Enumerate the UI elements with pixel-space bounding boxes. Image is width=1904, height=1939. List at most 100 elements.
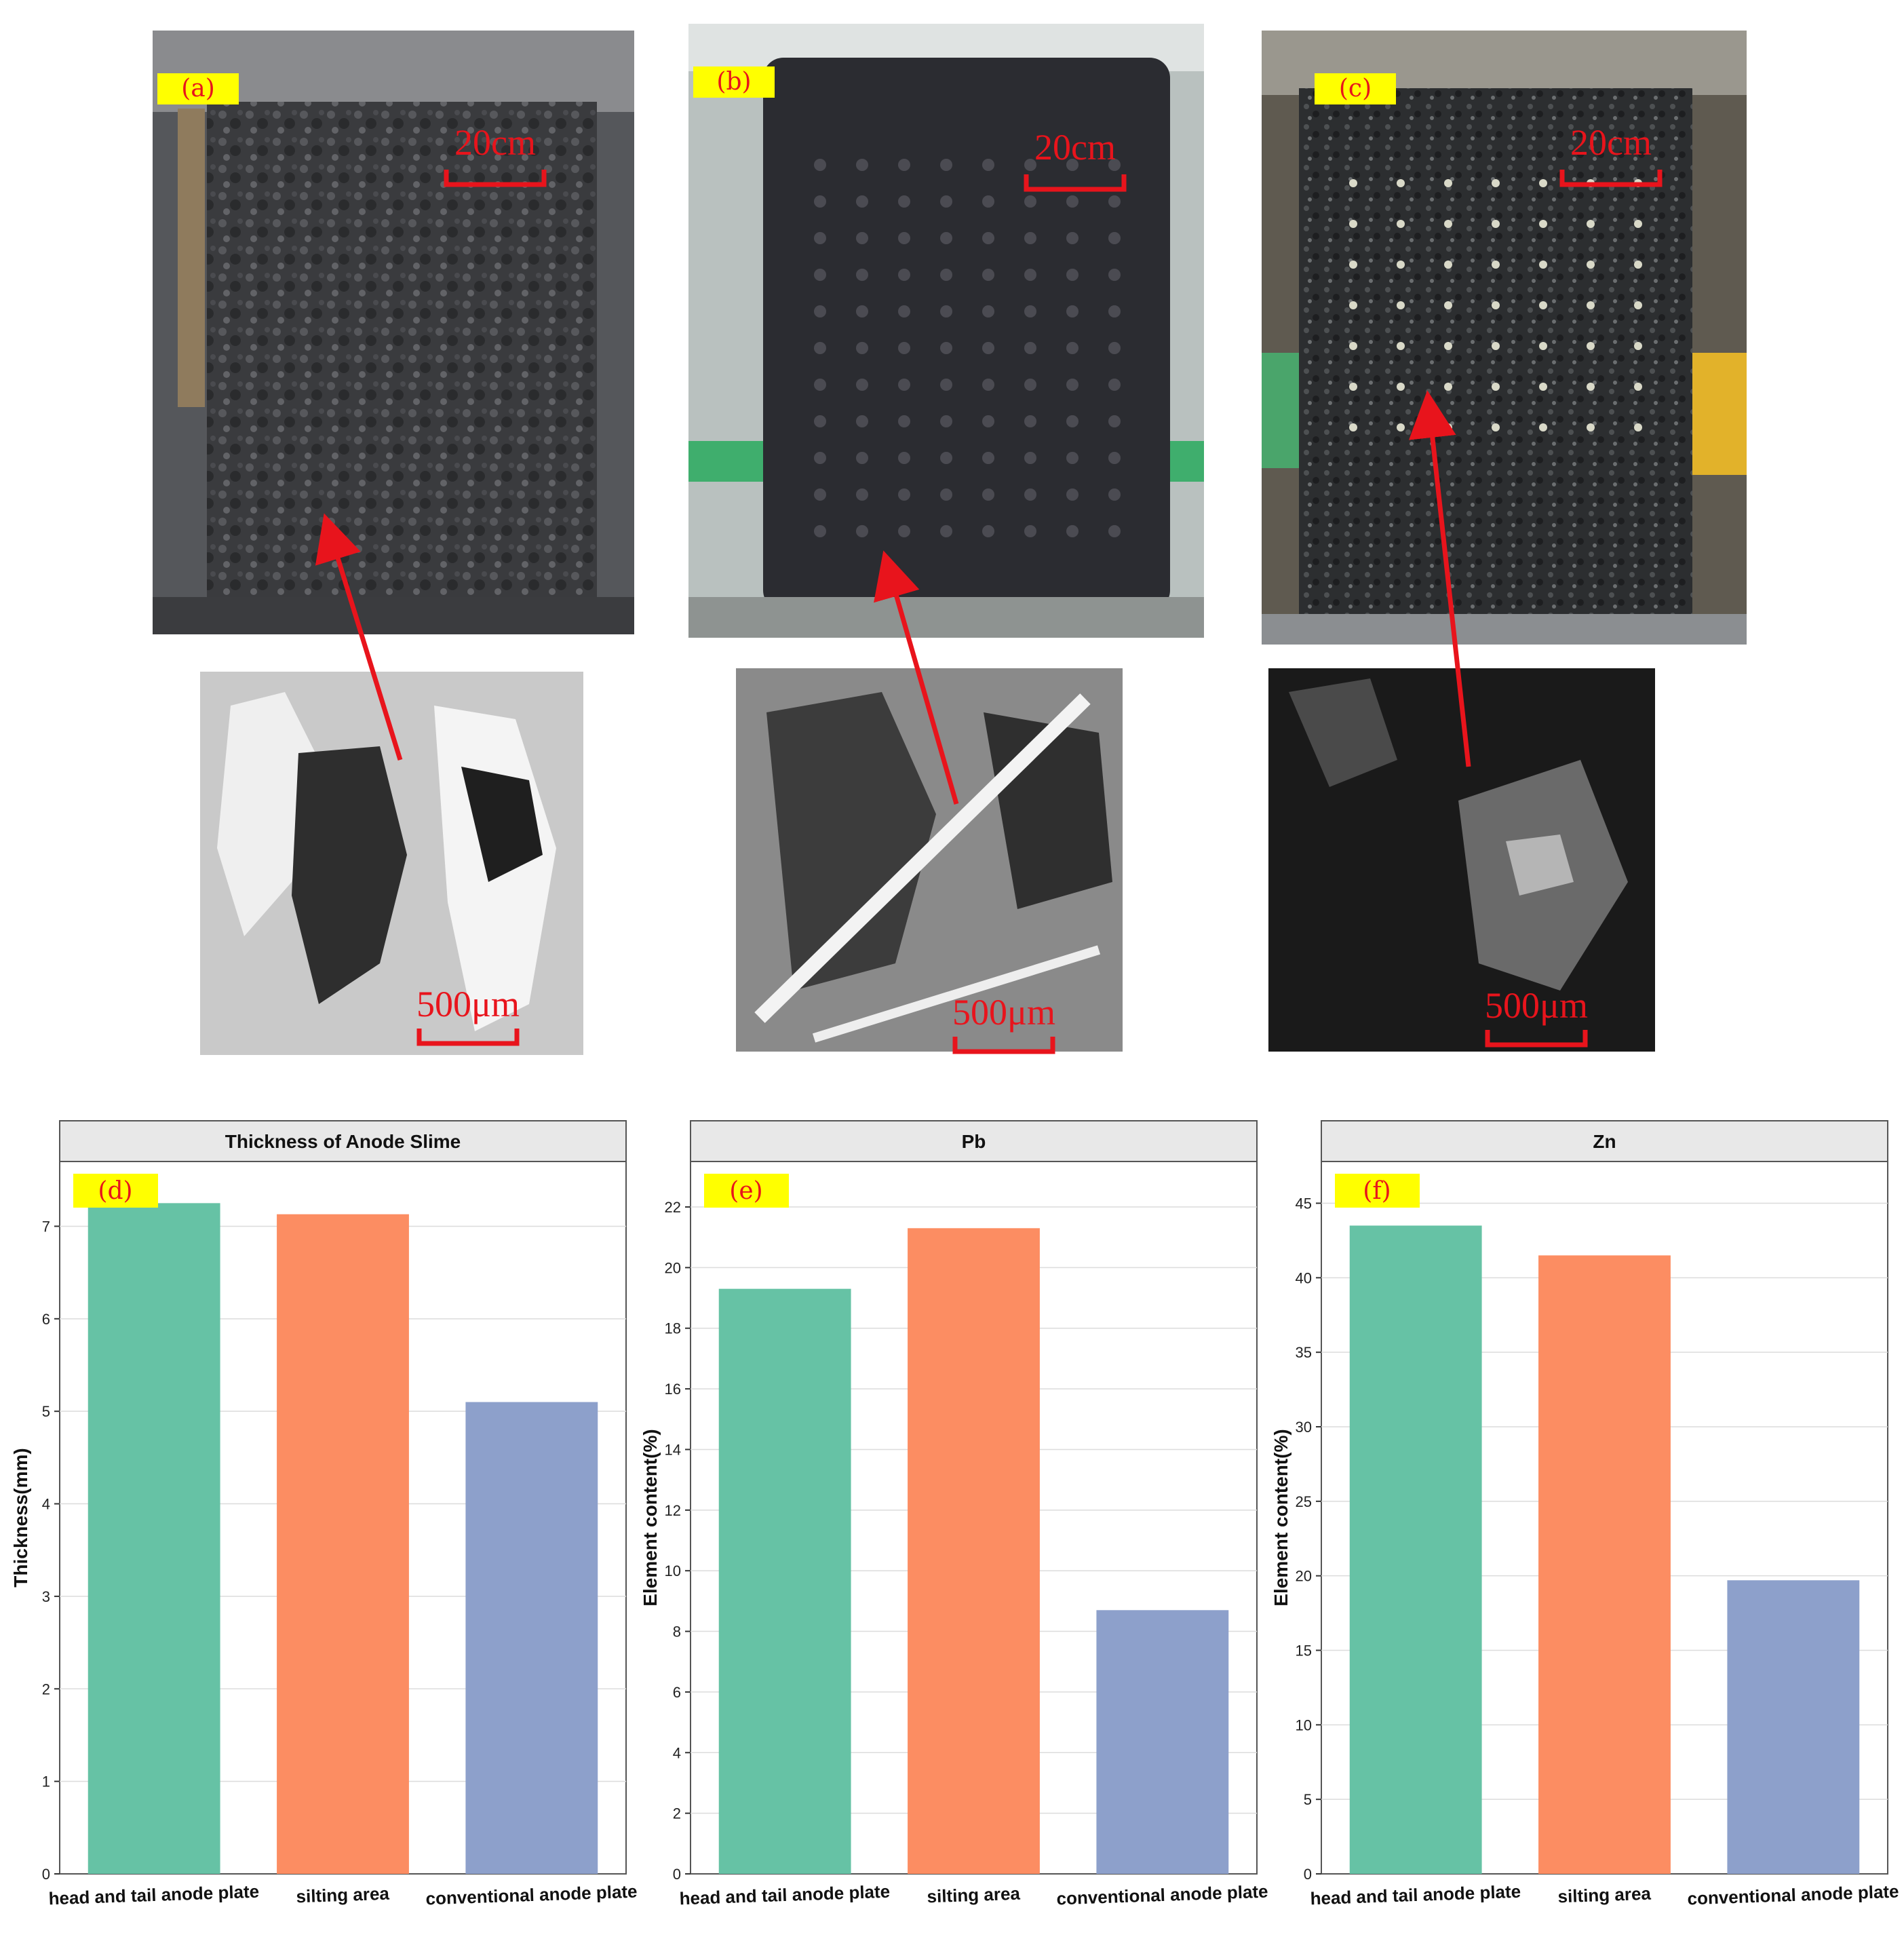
y-tick-label: 2 <box>42 1681 50 1697</box>
y-tick-label: 8 <box>673 1624 681 1640</box>
x-tick-label: silting area <box>927 1883 1021 1907</box>
micro-a-void-2 <box>461 767 543 882</box>
chart-panel-2: Zn 0 5 10 15 20 25 30 35 40 45 Element content(%) he… <box>1270 1120 1899 1909</box>
photo-panel-c <box>1262 31 1747 1052</box>
x-tick-label: head and tail anode plate <box>48 1881 259 1909</box>
chart-label: (e) <box>729 1177 762 1205</box>
bar-2 <box>1727 1580 1860 1874</box>
plate-b-holes <box>800 136 1140 543</box>
chart-title: Thickness of Anode Slime <box>225 1131 461 1152</box>
pointer-arrow <box>874 550 959 805</box>
micro-b-crystal-2 <box>812 945 1101 1043</box>
scale-label-20cm: 20cm <box>1570 122 1652 163</box>
chart-label-badge <box>704 1174 789 1208</box>
photo-panel-a <box>153 31 634 1055</box>
y-tick-label: 4 <box>673 1744 681 1761</box>
chart-title: Zn <box>1593 1131 1616 1152</box>
chart-title: Pb <box>962 1131 986 1152</box>
photo-overlay-0: (a) 20cm 500μm <box>157 73 547 1046</box>
y-tick-label: 0 <box>1304 1866 1312 1883</box>
chart-title-strip <box>59 1120 627 1162</box>
scale-bar-20cm <box>444 170 547 187</box>
x-tick-label: head and tail anode plate <box>679 1881 890 1909</box>
chart-title-strip <box>690 1120 1258 1162</box>
y-tick-label: 12 <box>665 1502 681 1519</box>
photo-b-floor <box>688 597 1204 638</box>
y-tick-label: 40 <box>1296 1269 1312 1286</box>
panel-label: (b) <box>716 68 751 96</box>
y-tick-label: 18 <box>665 1320 681 1337</box>
chart-group: Thickness of Anode Slime01234567Thicknes… <box>10 1120 1899 1909</box>
panel-label: (a) <box>181 75 215 102</box>
scale-label-20cm: 20cm <box>454 122 536 163</box>
y-axis-label: Thickness(mm) <box>10 1448 31 1587</box>
y-axis-label: Element content(%) <box>640 1429 661 1606</box>
bar-0 <box>88 1203 220 1874</box>
photo-a-post <box>178 109 205 407</box>
y-tick-label: 7 <box>42 1218 50 1235</box>
x-tick-label: conventional anode plate <box>1056 1881 1268 1909</box>
x-tick-label: silting area <box>296 1883 390 1907</box>
chart-label-badge <box>73 1174 158 1208</box>
pointer-arrow <box>1409 390 1471 767</box>
panel-label-badge <box>693 66 775 98</box>
bar-2 <box>465 1402 598 1874</box>
y-tick-label: 5 <box>42 1403 50 1420</box>
scale-label-500um: 500μm <box>952 992 1055 1033</box>
y-tick-label: 6 <box>42 1311 50 1328</box>
photo-c-yellow-rail <box>1692 353 1747 475</box>
y-tick-label: 15 <box>1296 1643 1312 1659</box>
y-tick-label: 20 <box>665 1259 681 1276</box>
y-tick-label: 3 <box>42 1588 50 1605</box>
y-axis-label: Element content(%) <box>1270 1429 1291 1606</box>
x-tick-label: conventional anode plate <box>1687 1881 1899 1909</box>
bar-1 <box>908 1228 1040 1874</box>
bar-2 <box>1096 1610 1229 1874</box>
y-tick-label: 0 <box>42 1866 50 1883</box>
scale-bar-500um <box>1485 1030 1588 1048</box>
photo-overlay-1: (b) 20cm 500μm <box>693 66 1127 1054</box>
photo-a-floor <box>153 597 634 634</box>
x-tick-label: head and tail anode plate <box>1310 1881 1521 1909</box>
y-tick-label: 0 <box>673 1866 681 1883</box>
y-tick-label: 14 <box>665 1441 681 1458</box>
scale-bar-500um <box>952 1037 1055 1054</box>
y-tick-label: 2 <box>673 1805 681 1822</box>
y-tick-label: 6 <box>673 1684 681 1701</box>
photo-c-green-rail <box>1262 353 1302 468</box>
photo-overlay-2: (c) 20cm 500μm <box>1315 73 1663 1048</box>
y-tick-label: 1 <box>42 1773 50 1790</box>
bar-0 <box>718 1288 851 1874</box>
bar-0 <box>1349 1225 1482 1874</box>
plate-a-surface <box>207 102 597 604</box>
chart-label-badge <box>1335 1174 1420 1208</box>
micro-b-dark <box>766 692 936 991</box>
y-tick-label: 35 <box>1296 1344 1312 1361</box>
y-tick-label: 20 <box>1296 1568 1312 1585</box>
chart-label: (d) <box>98 1177 132 1205</box>
chart-panel-0: Thickness of Anode Slime 0 1 2 3 4 5 6 7 Thicknes… <box>10 1120 638 1909</box>
bar-1 <box>277 1214 409 1874</box>
chart-panel-1: Pb 0 2 4 6 8 10 12 14 16 18 20 22 Element content(%) h… <box>640 1120 1268 1909</box>
micro-a-void <box>292 746 407 1004</box>
chart-label: (f) <box>1363 1177 1391 1205</box>
photo-c-floor <box>1262 614 1747 645</box>
plate-c-holes <box>1329 149 1669 448</box>
photo-panel-b <box>688 24 1204 1052</box>
x-tick-label: conventional anode plate <box>425 1881 638 1909</box>
y-tick-label: 10 <box>665 1562 681 1579</box>
y-tick-label: 22 <box>665 1199 681 1216</box>
micro-c-gloss-3 <box>1506 834 1574 896</box>
panel-label-badge <box>157 73 239 104</box>
scale-bar-500um <box>416 1029 520 1046</box>
micro-a-texture <box>217 692 319 936</box>
scale-label-500um: 500μm <box>1485 985 1588 1026</box>
micro-b-crystal <box>754 693 1091 1023</box>
y-tick-label: 16 <box>665 1381 681 1398</box>
y-tick-label: 4 <box>42 1496 50 1513</box>
y-tick-label: 25 <box>1296 1493 1312 1510</box>
y-tick-label: 10 <box>1296 1716 1312 1733</box>
y-tick-label: 30 <box>1296 1419 1312 1436</box>
scale-label-20cm: 20cm <box>1034 127 1116 168</box>
